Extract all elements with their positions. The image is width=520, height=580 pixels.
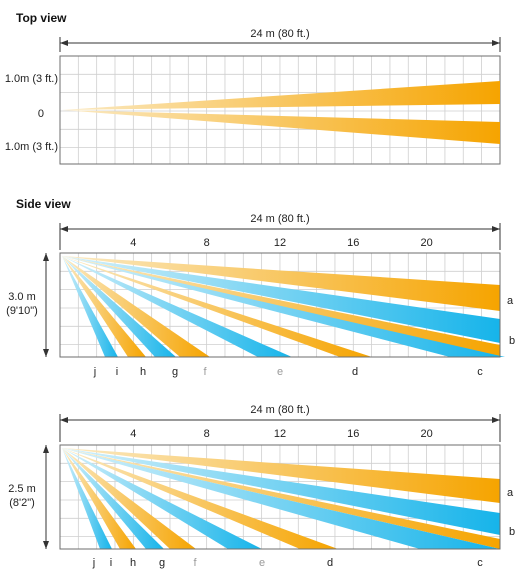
side1-frame [59,252,501,358]
side2-beams [62,448,500,549]
side1-tick-12: 12 [274,237,286,249]
side1-beam-5 [62,256,372,357]
side2-end-label-b: b [509,526,515,538]
side2-beam-10 [62,448,112,549]
side-view-title: Side view [16,197,71,211]
side2-beam-9 [62,448,136,549]
side1-tick-16: 16 [347,237,359,249]
side2-tick-labels: 4 8 12 16 20 [130,428,432,440]
side2-beam-8 [62,448,164,549]
top-beam-upper [62,81,500,110]
side1-letter-h: h [140,366,146,378]
side1-tick-4: 4 [130,237,136,249]
side2-tick-20: 20 [420,428,432,440]
side1-beam-6 [62,256,292,357]
top-y-label-center: 0 [38,108,44,120]
side2-tick-16: 16 [347,428,359,440]
side2-end-label-a: a [507,487,514,499]
top-range-label: 24 m (80 ft.) [250,28,309,40]
side2-height-sub: (8'2") [9,497,35,509]
top-frame [59,55,501,165]
side2-letter-c: c [477,557,483,569]
side2-tick-8: 8 [204,428,210,440]
side2-letter-e: e [259,557,265,569]
side2-beam-4 [62,448,500,549]
side1-letter-g: g [172,366,178,378]
side2-letter-f: f [193,557,197,569]
side1-beam-9 [62,256,146,357]
side1-beam-1 [62,256,500,311]
side2-frame [59,444,501,550]
side2-letter-j: j [92,557,95,569]
side2-letter-h: h [130,557,136,569]
side-view-1: Side view 24 m (80 ft.) 4 8 12 16 20 3.0 m (… [6,197,515,378]
side2-height-label: 2.5 m [8,483,36,495]
side-view-2: 24 m (80 ft.) 4 8 12 16 20 2.5 m (8'2") a b … [8,404,515,569]
top-y-label-lower: 1.0m (3 ft.) [5,141,58,153]
side2-tick-12: 12 [274,428,286,440]
side2-tick-4: 4 [130,428,136,440]
side1-range-dimension: 24 m (80 ft.) [59,213,501,250]
side1-tick-8: 8 [204,237,210,249]
side1-letter-d: d [352,366,358,378]
side1-letter-c: c [477,366,483,378]
side2-beam-7 [62,448,196,549]
side2-beam-2 [62,448,500,535]
side1-end-label-a: a [507,295,514,307]
top-beam-lower [62,110,500,144]
top-view-title: Top view [16,11,67,25]
side1-beams [62,256,505,357]
side1-tick-labels: 4 8 12 16 20 [130,237,432,249]
side1-letter-f: f [203,366,207,378]
side2-range-label: 24 m (80 ft.) [250,404,309,416]
side1-beam-8 [62,256,176,357]
side1-height-label: 3.0 m [8,291,36,303]
side1-beam-2 [62,256,500,343]
top-grid [60,56,500,164]
top-range-dimension: 24 m (80 ft.) [59,28,501,52]
side1-beam-7 [62,256,210,357]
side1-tick-20: 20 [420,237,432,249]
side2-letter-i: i [110,557,112,569]
side1-letter-j: j [93,366,96,378]
side2-beam-6 [62,448,262,549]
side2-height-dimension [43,445,49,549]
top-view: Top view 24 m (80 ft.) 1.0m (3 ft.) 0 1.… [5,11,501,165]
side1-beam-10 [62,256,118,357]
side2-beam-5 [62,448,338,549]
side1-height-sub: (9'10") [6,305,38,317]
side1-beam-4 [62,256,505,357]
side2-letter-g: g [159,557,165,569]
side2-letter-d: d [327,557,333,569]
side1-height-dimension [43,253,49,357]
side1-end-label-b: b [509,335,515,347]
top-y-label-upper: 1.0m (3 ft.) [5,73,58,85]
side1-letter-i: i [116,366,118,378]
side1-letter-e: e [277,366,283,378]
side2-range-dimension: 24 m (80 ft.) [59,404,501,442]
side2-beam-1 [62,448,500,503]
side1-range-label: 24 m (80 ft.) [250,213,309,225]
